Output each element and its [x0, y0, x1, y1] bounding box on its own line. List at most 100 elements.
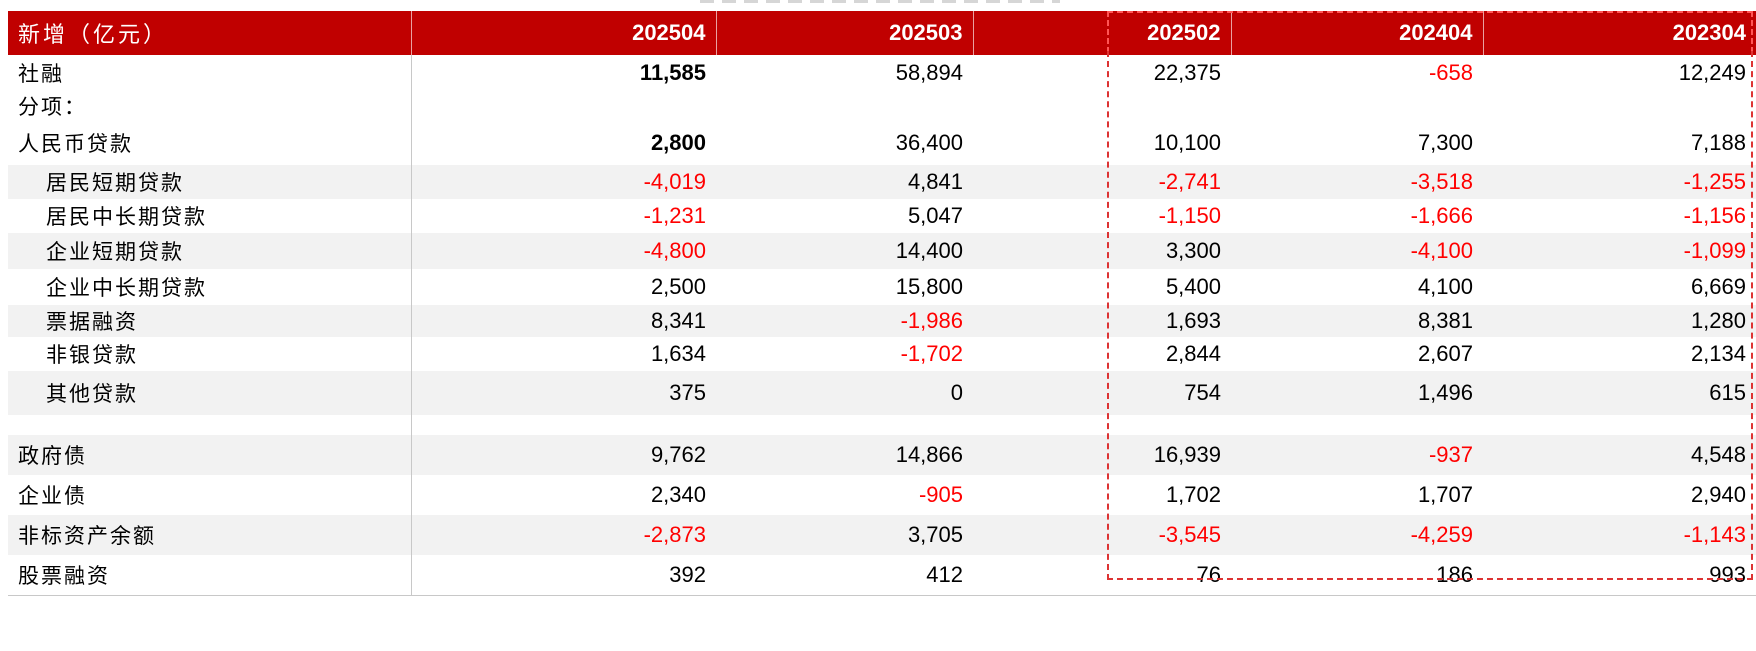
cell: 3,705 — [716, 515, 973, 555]
cell: -4,259 — [1231, 515, 1483, 555]
header-label: 新增（亿元） — [8, 11, 412, 55]
column-header: 202304 — [1483, 11, 1756, 55]
cell: 5,400 — [1165, 274, 1221, 299]
cell: -4,100 — [1231, 233, 1483, 269]
cell: 0 — [716, 371, 973, 415]
cell: 2,940 — [1690, 482, 1746, 507]
cell: 76 — [973, 555, 1231, 596]
cell: 15,800 — [895, 274, 963, 299]
row-label: 票据融资 — [8, 305, 412, 337]
cell: 2,607 — [1417, 341, 1473, 366]
cell: 754 — [973, 371, 1231, 415]
row-label: 居民中长期贷款 — [8, 199, 412, 233]
row-label: 企业债 — [8, 475, 412, 515]
cell: 6,669 — [1690, 274, 1746, 299]
cell: 4,548 — [1483, 435, 1756, 475]
table-row: 股票融资 392 412 76 186 993 — [8, 555, 1756, 596]
cell: 7,188 — [1690, 130, 1746, 155]
cell: -1,255 — [1483, 165, 1756, 199]
cell: 14,400 — [716, 233, 973, 269]
table-row: 企业中长期贷款 2,500 15,800 5,400 4,100 6,669 — [8, 269, 1756, 305]
row-label: 非标资产余额 — [8, 515, 412, 555]
cell: -905 — [918, 482, 963, 507]
cell: 2,844 — [1165, 341, 1221, 366]
table-row: 非银贷款 1,634 -1,702 2,844 2,607 2,134 — [8, 337, 1756, 371]
cell: 36,400 — [895, 130, 963, 155]
cell: 375 — [411, 371, 716, 415]
cell: 8,341 — [411, 305, 716, 337]
cell: 615 — [1483, 371, 1756, 415]
cell: 9,762 — [411, 435, 716, 475]
table-row: 政府债 9,762 14,866 16,939 -937 4,548 — [8, 435, 1756, 475]
cell: 12,249 — [1678, 60, 1746, 85]
cell: 1,634 — [650, 341, 706, 366]
cell: 5,047 — [907, 203, 963, 228]
cell: 22,375 — [1153, 60, 1221, 85]
cell: 2,500 — [650, 274, 706, 299]
table-header-row: 新增（亿元） 202504 202503 202502 202404 20230… — [8, 11, 1756, 55]
row-label: 企业短期贷款 — [8, 233, 412, 269]
cell: -1,986 — [716, 305, 973, 337]
column-header: 202504 — [411, 11, 717, 55]
table-row: 人民币贷款 2,800 36,400 10,100 7,300 7,188 — [8, 121, 1756, 165]
cell: -3,545 — [973, 515, 1231, 555]
cell: 1,496 — [1231, 371, 1483, 415]
cell: -2,741 — [973, 165, 1231, 199]
cell: -1,150 — [1158, 203, 1221, 228]
row-label: 政府债 — [8, 435, 412, 475]
cell: -1,156 — [1683, 203, 1746, 228]
cell: 4,841 — [716, 165, 973, 199]
row-label: 社融 — [8, 55, 412, 91]
row-label: 股票融资 — [8, 555, 412, 596]
cell: 1,702 — [1165, 482, 1221, 507]
cell: 58,894 — [895, 60, 963, 85]
cell: -1,702 — [900, 341, 963, 366]
cell: -2,873 — [411, 515, 716, 555]
cell: -937 — [1231, 435, 1483, 475]
cell: 993 — [1483, 555, 1756, 596]
column-header: 202502 — [973, 11, 1232, 55]
spacer-row — [8, 415, 1756, 435]
row-label: 分项： — [8, 91, 412, 121]
cell: -1,231 — [643, 203, 706, 228]
table-row: 社融 11,585 58,894 22,375 -658 12,249 — [8, 55, 1756, 91]
cell: -3,518 — [1231, 165, 1483, 199]
cell: 8,381 — [1231, 305, 1483, 337]
cell: 14,866 — [716, 435, 973, 475]
row-label: 企业中长期贷款 — [8, 269, 412, 305]
cell: 392 — [411, 555, 716, 596]
table-row: 居民中长期贷款 -1,231 5,047 -1,150 -1,666 -1,15… — [8, 199, 1756, 233]
table-row: 企业短期贷款 -4,800 14,400 3,300 -4,100 -1,099 — [8, 233, 1756, 269]
row-label: 居民短期贷款 — [8, 165, 412, 199]
cell: 1,693 — [973, 305, 1231, 337]
cell: 10,100 — [1153, 130, 1221, 155]
cell: -4,800 — [411, 233, 716, 269]
cell: 1,280 — [1483, 305, 1756, 337]
social-financing-table: 新增（亿元） 202504 202503 202502 202404 20230… — [8, 11, 1756, 596]
cell: -1,666 — [1410, 203, 1473, 228]
cell: 3,300 — [973, 233, 1231, 269]
cell: -658 — [1428, 60, 1473, 85]
table-row: 票据融资 8,341 -1,986 1,693 8,381 1,280 — [8, 305, 1756, 337]
table-row: 企业债 2,340 -905 1,702 1,707 2,940 — [8, 475, 1756, 515]
row-label: 其他贷款 — [8, 371, 412, 415]
table-row: 其他贷款 375 0 754 1,496 615 — [8, 371, 1756, 415]
cell: 186 — [1231, 555, 1483, 596]
cell: 16,939 — [973, 435, 1231, 475]
cell: 1,707 — [1417, 482, 1473, 507]
cell: 412 — [716, 555, 973, 596]
cell: 7,300 — [1417, 130, 1473, 155]
cell: 2,340 — [650, 482, 706, 507]
table-row: 居民短期贷款 -4,019 4,841 -2,741 -3,518 -1,255 — [8, 165, 1756, 199]
cell: 2,134 — [1690, 341, 1746, 366]
cell: 2,800 — [650, 130, 706, 155]
row-label: 人民币贷款 — [8, 121, 412, 165]
cell: -4,019 — [411, 165, 716, 199]
column-header: 202503 — [716, 11, 974, 55]
row-label: 非银贷款 — [8, 337, 412, 371]
cell: 4,100 — [1417, 274, 1473, 299]
cell: -1,099 — [1483, 233, 1756, 269]
cell: -1,143 — [1483, 515, 1756, 555]
column-header: 202404 — [1231, 11, 1484, 55]
clipped-title-strip — [0, 0, 1756, 8]
